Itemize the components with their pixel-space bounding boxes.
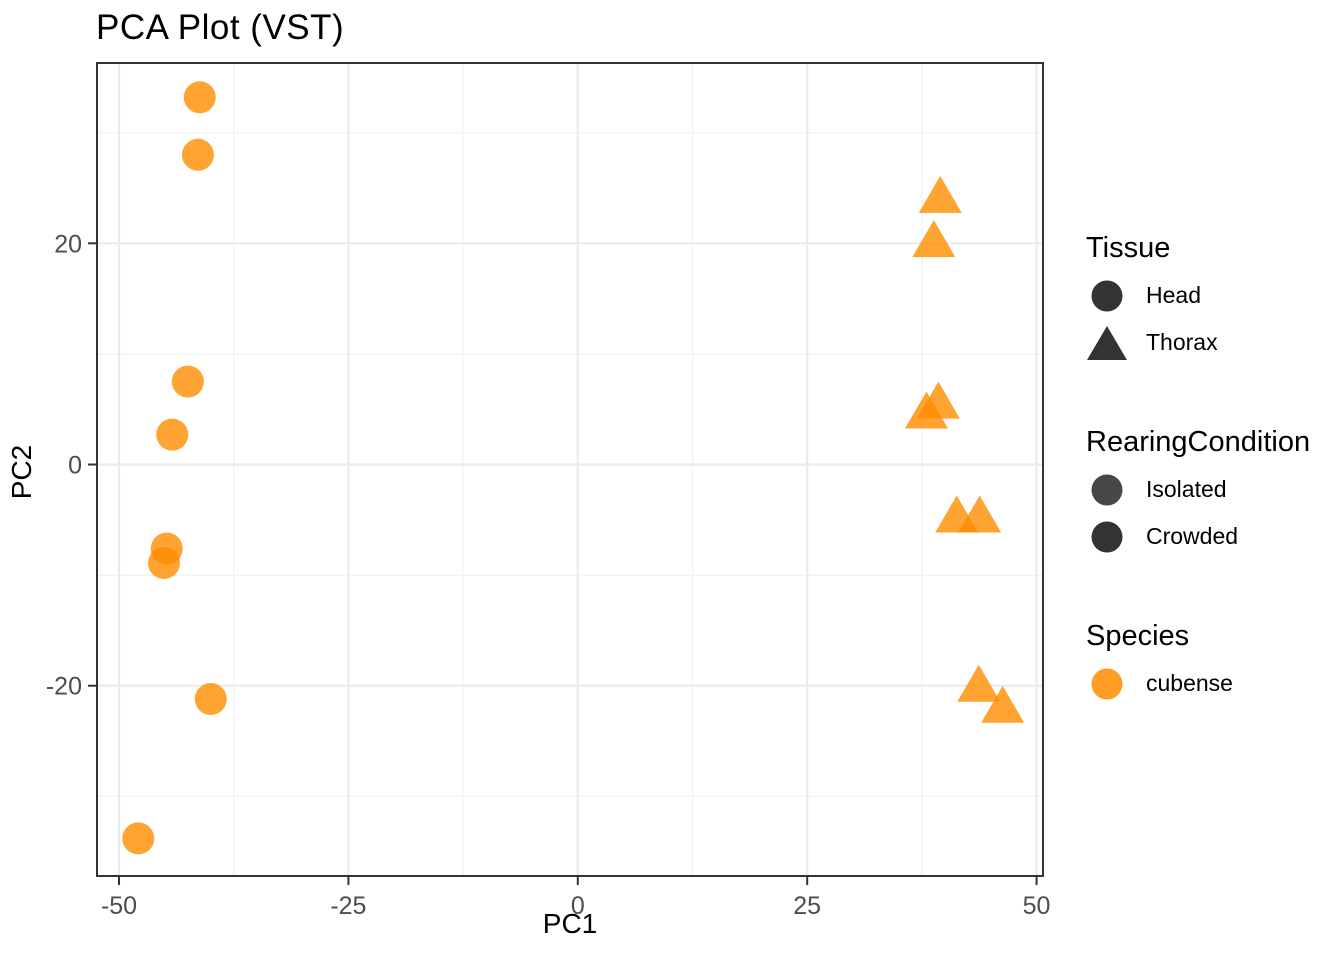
data-point-circle [156,418,189,451]
legend-item: cubense [1086,660,1344,707]
legend-glyph-triangle-icon [1087,325,1127,360]
x-axis-title: PC1 [542,908,598,939]
legend-group-title: Species [1086,620,1190,652]
legend-group-title: RearingCondition [1086,426,1311,458]
y-tick-label: -20 [46,673,82,701]
x-tick-label: 0 [571,892,585,920]
legend-group: Tissue Head Thorax [1086,230,1344,366]
data-point-triangle [958,495,1002,533]
data-point-triangle [918,175,962,213]
y-axis-title: PC2 [6,444,37,500]
legend-item: Thorax [1086,319,1344,366]
x-tick-label: 50 [1023,892,1051,920]
legend-item: Isolated [1086,466,1344,513]
legend-glyph-shape [1091,280,1123,311]
legend-glyph-shape [1091,474,1123,505]
data-point-circle [171,365,204,398]
legend-item: Crowded [1086,513,1344,560]
x-tick-label: -25 [330,892,366,920]
data-point-triangle [957,664,1001,702]
legend-glyph-shape [1091,668,1123,699]
data-point-circle [181,138,214,171]
legend-glyph-circle-icon [1091,668,1123,699]
legend-glyph-circle-icon [1091,521,1123,552]
y-tick-label: 20 [54,230,82,258]
x-tick-label: 25 [793,892,821,920]
legend-group-title: Tissue [1086,232,1171,264]
data-point-triangle [912,220,956,258]
legend-item-label: cubense [1146,670,1233,696]
y-tick-label: 0 [68,452,82,480]
legend: Tissue Head Thorax RearingCondition Isolated… [1086,230,1344,707]
data-point-triangle [904,391,948,429]
data-point-triangle [981,685,1025,723]
legend-glyph-circle-icon [1091,280,1123,311]
legend-glyph-circle-icon [1091,474,1123,505]
legend-item-label: Thorax [1146,329,1218,355]
panel-background [97,63,1043,876]
legend-item: Head [1086,272,1344,319]
legend-item-label: Head [1146,282,1201,308]
legend-item-label: Crowded [1146,523,1239,549]
x-tick-label: -50 [101,892,137,920]
data-point-circle [183,81,216,114]
legend-glyph-shape [1091,521,1123,552]
data-point-circle [147,546,180,579]
data-point-circle [122,822,155,855]
legend-group: Species cubense [1086,618,1344,707]
chart-title: PCA Plot (VST) [96,8,345,47]
data-point-circle [194,683,227,716]
legend-group: RearingCondition Isolated Crowded [1086,424,1344,560]
panel-border [96,62,1044,877]
legend-item-label: Isolated [1146,476,1227,502]
legend-glyph-shape [1087,325,1127,360]
